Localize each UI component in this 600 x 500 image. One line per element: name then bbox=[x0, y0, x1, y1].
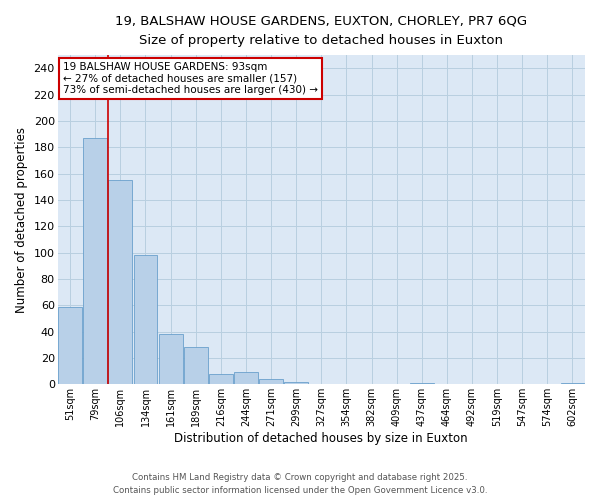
Bar bbox=[83, 138, 107, 384]
Text: 19 BALSHAW HOUSE GARDENS: 93sqm
← 27% of detached houses are smaller (157)
73% o: 19 BALSHAW HOUSE GARDENS: 93sqm ← 27% of… bbox=[63, 62, 318, 95]
Bar bbox=[209, 374, 233, 384]
Y-axis label: Number of detached properties: Number of detached properties bbox=[15, 126, 28, 312]
Bar bbox=[284, 382, 308, 384]
Bar bbox=[234, 372, 258, 384]
Bar bbox=[259, 379, 283, 384]
X-axis label: Distribution of detached houses by size in Euxton: Distribution of detached houses by size … bbox=[175, 432, 468, 445]
Bar bbox=[184, 348, 208, 385]
Bar bbox=[58, 306, 82, 384]
Bar bbox=[560, 383, 584, 384]
Bar bbox=[158, 334, 182, 384]
Bar bbox=[134, 256, 157, 384]
Bar bbox=[109, 180, 133, 384]
Text: Contains HM Land Registry data © Crown copyright and database right 2025.
Contai: Contains HM Land Registry data © Crown c… bbox=[113, 474, 487, 495]
Title: 19, BALSHAW HOUSE GARDENS, EUXTON, CHORLEY, PR7 6QG
Size of property relative to: 19, BALSHAW HOUSE GARDENS, EUXTON, CHORL… bbox=[115, 15, 527, 47]
Bar bbox=[410, 383, 434, 384]
